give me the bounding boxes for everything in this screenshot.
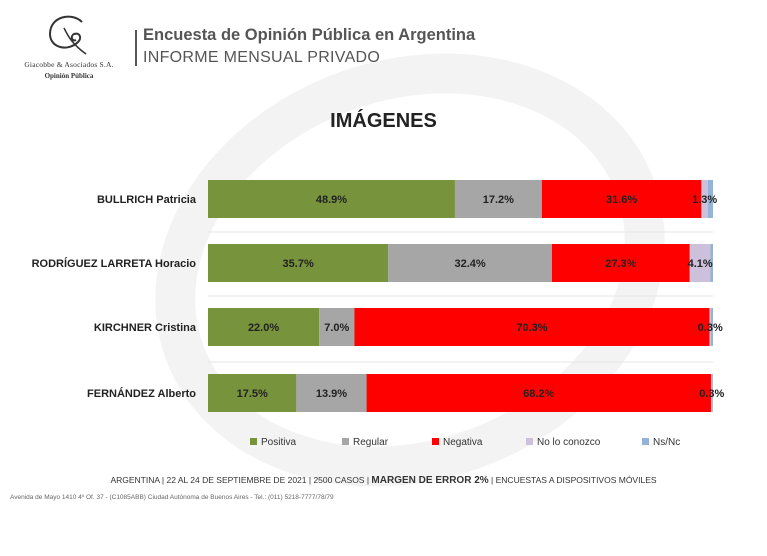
category-label: RODRÍGUEZ LARRETA Horacio bbox=[32, 257, 197, 270]
data-label: 70.3% bbox=[516, 322, 547, 334]
bar-segment-positiva bbox=[208, 244, 389, 282]
data-label: 0.3% bbox=[699, 388, 724, 400]
bar-segment-positiva bbox=[208, 180, 455, 218]
footer-info: ARGENTINA | 22 AL 24 DE SEPTIEMBRE DE 20… bbox=[0, 475, 767, 486]
bar-segment-positiva bbox=[208, 374, 297, 412]
category-label: FERNÁNDEZ Alberto bbox=[87, 387, 196, 400]
bar-segment-positiva bbox=[208, 308, 320, 346]
data-label: 1.3% bbox=[692, 194, 717, 206]
data-label: 22.0% bbox=[248, 322, 279, 334]
bar-segment-negativa bbox=[551, 244, 690, 282]
bar-segment-no-lo-conozco bbox=[709, 308, 711, 346]
chart-title: IMÁGENES bbox=[330, 110, 437, 132]
data-label: 13.9% bbox=[316, 388, 347, 400]
bar-segment-no-lo-conozco bbox=[701, 180, 708, 218]
legend-swatch bbox=[642, 438, 649, 445]
data-label: 4.1% bbox=[688, 258, 713, 270]
bar-segment-negativa bbox=[354, 308, 710, 346]
bar-segment-no-lo-conozco bbox=[689, 244, 711, 282]
bar-segment-ns-nc bbox=[712, 374, 713, 412]
legend-label: No lo conozco bbox=[537, 437, 601, 448]
legend-label: Positiva bbox=[261, 437, 296, 448]
bar-segment-ns-nc bbox=[710, 308, 713, 346]
data-label: 31.6% bbox=[606, 194, 637, 206]
bar-segment-no-lo-conozco bbox=[710, 374, 713, 412]
footer-margin: MARGEN DE ERROR 2% bbox=[371, 475, 489, 486]
legend-swatch bbox=[432, 438, 439, 445]
legend-swatch bbox=[342, 438, 349, 445]
stacked-bar-chart: BULLRICH Patricia 48.9% 17.2% 31.6% 1.3% RODR… bbox=[32, 180, 724, 448]
legend-swatch bbox=[526, 438, 533, 445]
legend-swatch bbox=[250, 438, 257, 445]
page-subtitle: INFORME MENSUAL PRIVADO bbox=[143, 49, 381, 66]
bar-segment-ns-nc bbox=[707, 180, 713, 218]
header-divider bbox=[135, 30, 137, 66]
brand-name: Giacobbe & Asociados S.A. bbox=[24, 60, 114, 69]
legend-label: Regular bbox=[353, 437, 389, 448]
brand-subtitle: Opinión Pública bbox=[44, 72, 94, 80]
data-label: 0.3% bbox=[698, 322, 723, 334]
data-label: 17.2% bbox=[483, 194, 514, 206]
bar-segment-regular bbox=[319, 308, 355, 346]
data-label: 68.2% bbox=[523, 388, 554, 400]
footer-right: | ENCUESTAS A DISPOSITIVOS MÓVILES bbox=[491, 475, 657, 485]
legend-label: Ns/Nc bbox=[653, 437, 680, 448]
bar-segment-negativa bbox=[541, 180, 702, 218]
bar-segment-regular bbox=[388, 244, 552, 282]
category-label: BULLRICH Patricia bbox=[97, 194, 197, 206]
data-label: 27.3% bbox=[605, 258, 636, 270]
data-label: 32.4% bbox=[454, 258, 485, 270]
page-title: Encuesta de Opinión Pública en Argentina bbox=[143, 26, 476, 44]
data-label: 7.0% bbox=[324, 322, 349, 334]
bar-segment-negativa bbox=[366, 374, 711, 412]
data-label: 48.9% bbox=[316, 194, 347, 206]
data-label: 17.5% bbox=[237, 388, 268, 400]
footer-address: Avenida de Mayo 1410 4º Of. 37 - (C1085A… bbox=[10, 494, 334, 501]
logo-swirl-icon bbox=[48, 15, 87, 55]
data-label: 35.7% bbox=[283, 258, 314, 270]
footer-left: ARGENTINA | 22 AL 24 DE SEPTIEMBRE DE 20… bbox=[110, 475, 370, 485]
category-label: KIRCHNER Cristina bbox=[94, 322, 197, 334]
bar-segment-regular bbox=[296, 374, 367, 412]
legend-label: Negativa bbox=[443, 437, 483, 448]
bar-segment-ns-nc bbox=[710, 244, 713, 282]
company-logo: Giacobbe & Asociados S.A. Opinión Públic… bbox=[14, 14, 124, 82]
bar-segment-regular bbox=[454, 180, 542, 218]
